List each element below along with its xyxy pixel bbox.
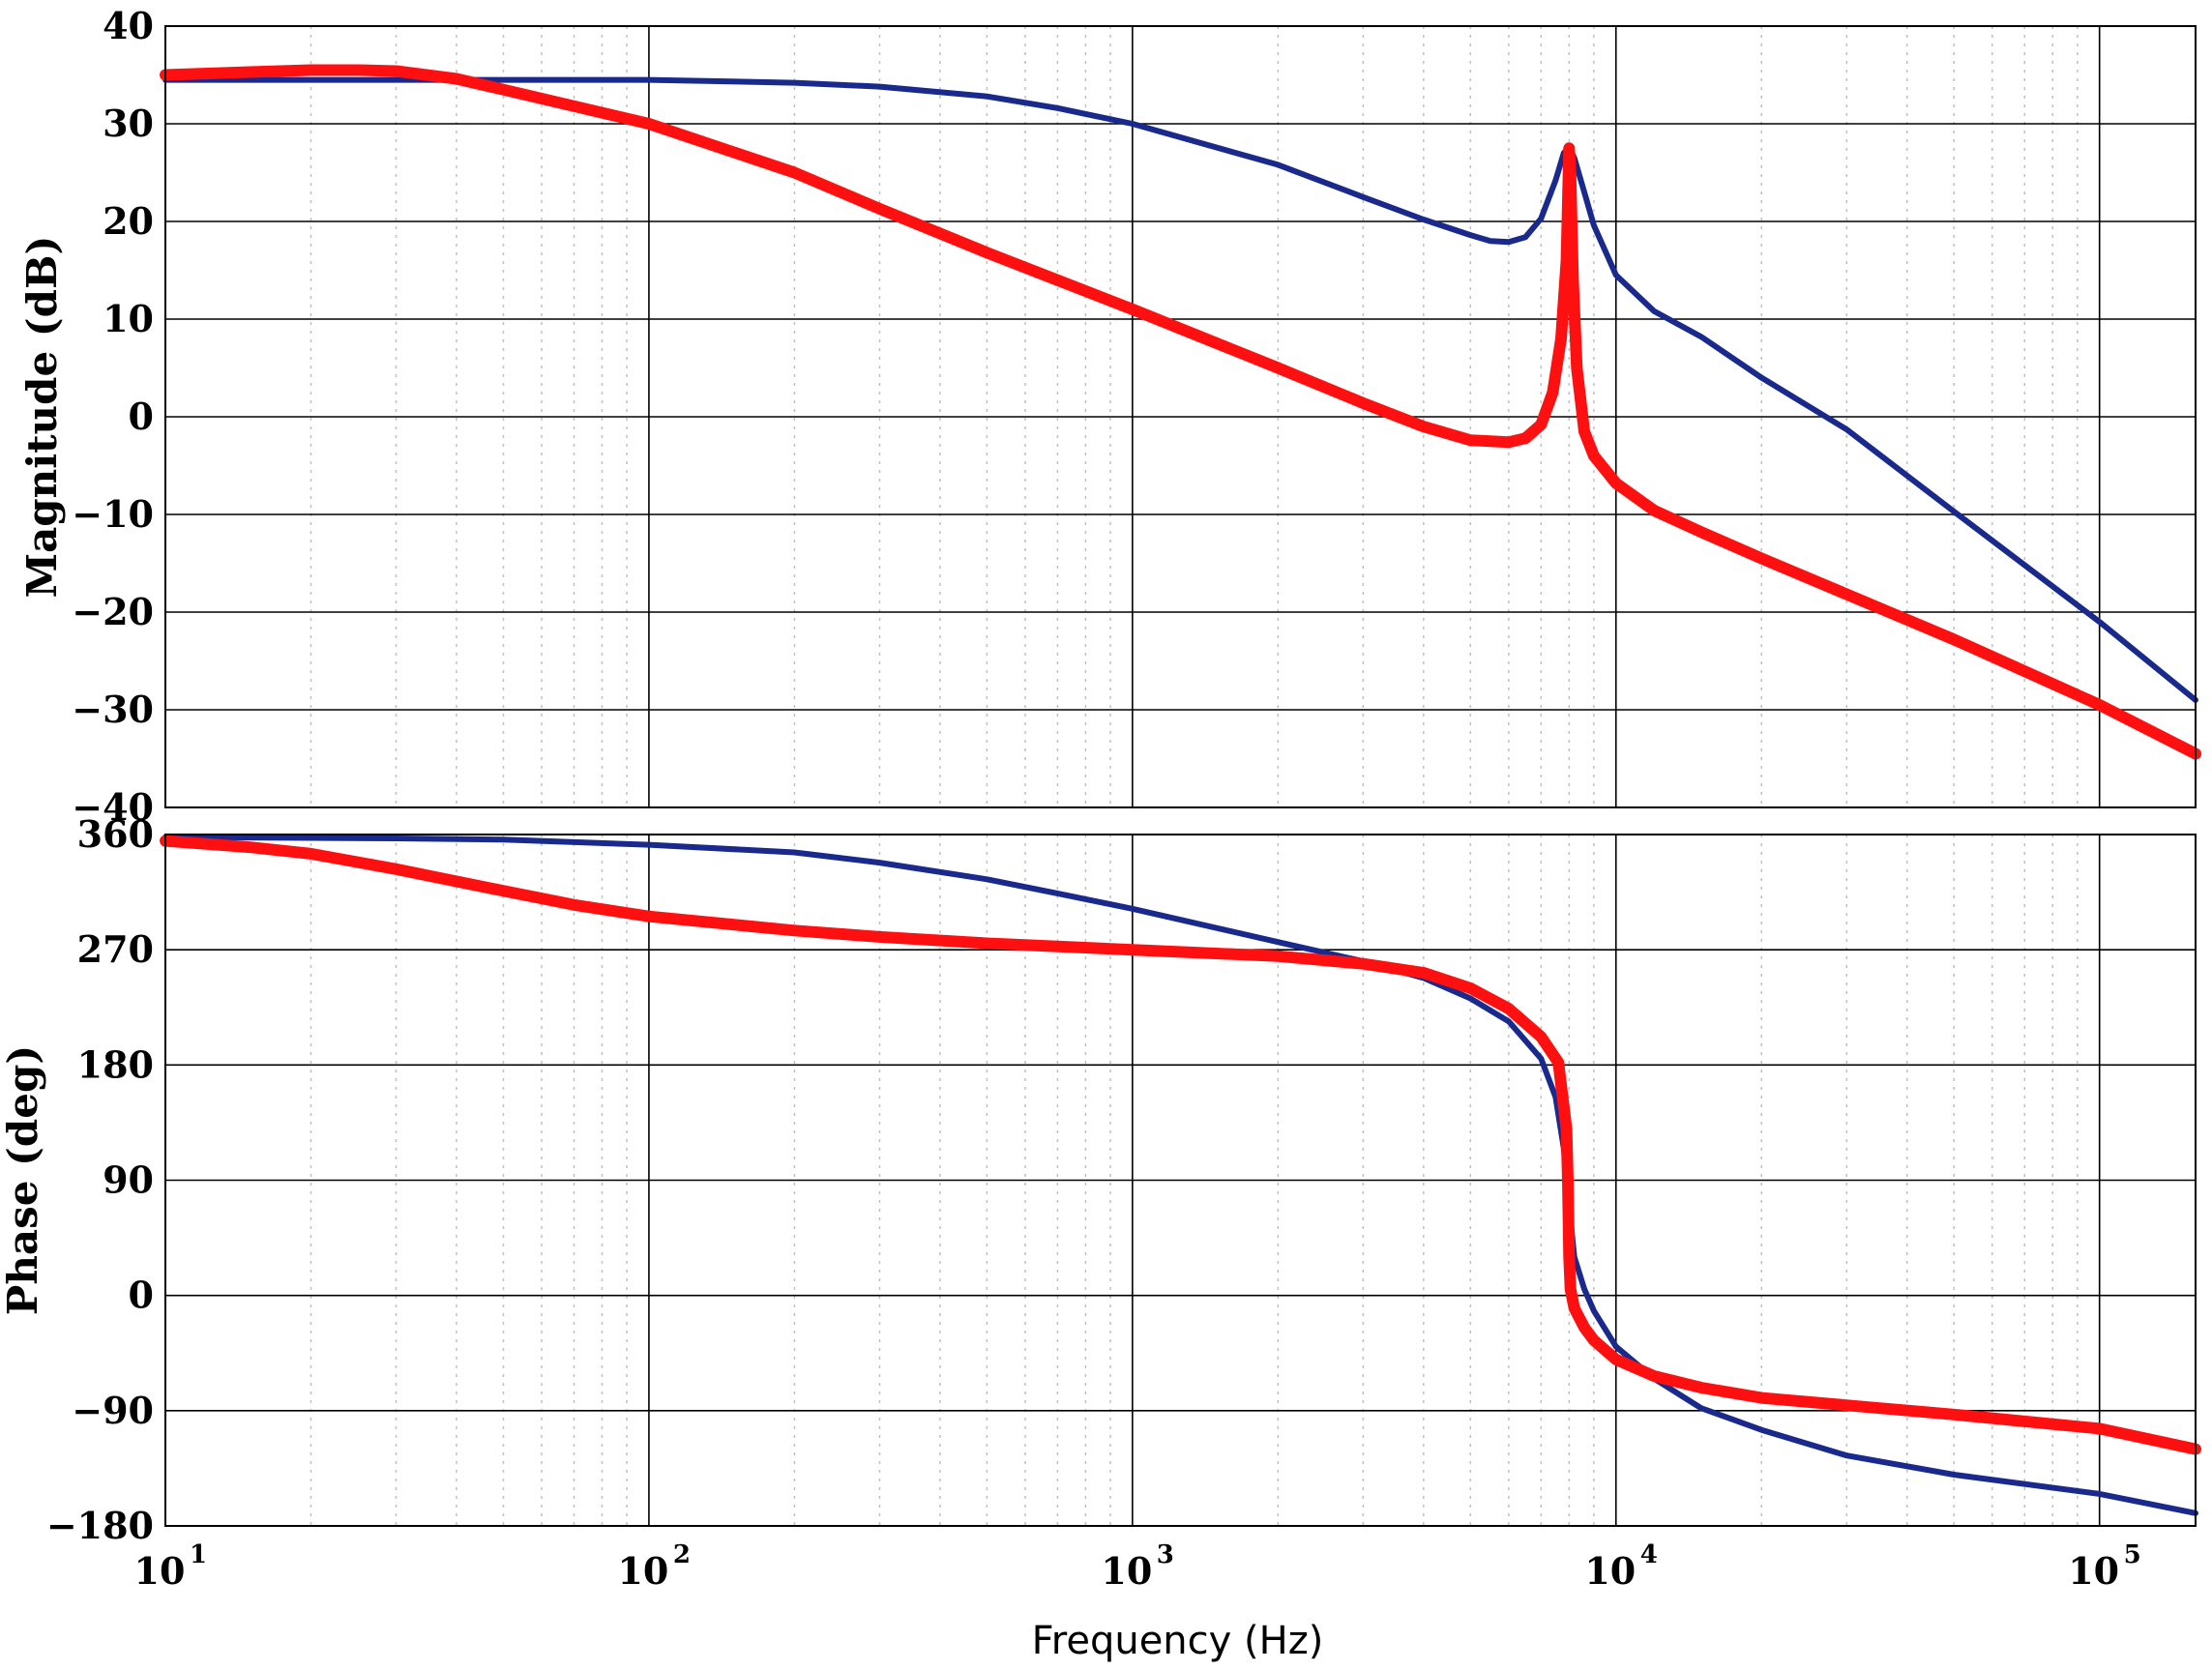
red-phase-curve (160, 835, 2201, 1455)
magnitude-y-tick-labels: 40 30 20 10 0 −10 −20 −30 −40 (72, 4, 154, 829)
y-tick-label: −180 (46, 1504, 154, 1547)
magnitude-y-axis-label: Magnitude (dB) (18, 236, 66, 599)
phase-y-axis-label: Phase (deg) (0, 1045, 46, 1316)
y-tick-label: 360 (77, 812, 154, 856)
magnitude-curves (160, 64, 2201, 760)
y-tick-label: 30 (103, 102, 154, 145)
y-tick-label: −30 (72, 688, 154, 731)
y-tick-label: 270 (77, 927, 154, 971)
y-tick-label: 0 (129, 395, 154, 438)
x-tick-exponent: 5 (2124, 1540, 2141, 1569)
x-tick-exponent: 1 (190, 1540, 207, 1569)
x-tick-exponent: 4 (1640, 1540, 1658, 1569)
y-tick-label: −20 (72, 590, 154, 633)
blue-phase-curve (162, 834, 2198, 1516)
frequency-tick-labels: 10 1 10 2 10 3 10 4 10 5 (134, 1540, 2141, 1593)
magnitude-panel: 40 30 20 10 0 −10 −20 −30 −40 Magnitude (dB) (18, 4, 2201, 829)
x-tick-label: 10 (617, 1549, 668, 1593)
x-tick-label: 10 (1584, 1549, 1636, 1593)
y-tick-label: 0 (129, 1274, 154, 1317)
blue-mag-curve (162, 76, 2198, 703)
y-tick-label: 20 (103, 199, 154, 243)
x-tick-exponent: 3 (1157, 1540, 1174, 1569)
x-tick-exponent: 2 (673, 1540, 691, 1569)
y-tick-label: 10 (103, 297, 154, 340)
y-tick-label: 40 (103, 4, 154, 47)
y-tick-label: −10 (72, 492, 154, 536)
y-tick-label: 180 (77, 1042, 154, 1086)
x-tick-label: 10 (2068, 1549, 2119, 1593)
phase-frame (164, 834, 2197, 1527)
y-tick-label: 90 (103, 1158, 154, 1202)
y-tick-label: −90 (72, 1389, 154, 1432)
magnitude-frame (164, 25, 2197, 808)
red-mag-curve (160, 64, 2201, 760)
phase-y-tick-labels: 360 270 180 90 0 −90 −180 (46, 812, 154, 1547)
frequency-axis-label: Frequency (Hz) (1032, 1619, 1324, 1663)
x-tick-label: 10 (1101, 1549, 1152, 1593)
y-tick-label: −40 (72, 785, 154, 829)
phase-curves (160, 834, 2201, 1516)
x-tick-label: 10 (134, 1549, 186, 1593)
